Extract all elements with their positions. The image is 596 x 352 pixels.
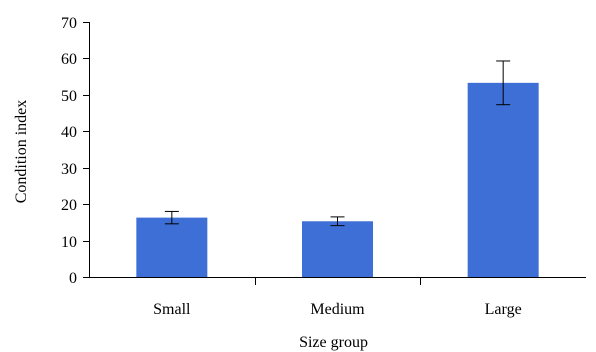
y-tick-label-30: 30 xyxy=(61,161,77,178)
bar-large xyxy=(467,82,539,277)
y-axis-ticks: 0 10 20 30 40 50 60 70 xyxy=(61,15,89,287)
error-bar-large xyxy=(496,60,511,106)
y-tick-label-10: 10 xyxy=(61,234,77,251)
y-axis-title: Condition index xyxy=(13,100,30,204)
x-axis-ticks: Small Medium Large xyxy=(153,277,522,318)
y-tick-label-0: 0 xyxy=(69,270,77,287)
bar-small xyxy=(136,217,208,277)
y-tick-label-70: 70 xyxy=(61,15,77,32)
y-tick-label-20: 20 xyxy=(61,197,77,214)
y-tick-label-40: 40 xyxy=(61,124,77,141)
x-tick-label-medium: Medium xyxy=(310,301,365,318)
x-tick-label-small: Small xyxy=(153,301,191,318)
x-axis-title: Size group xyxy=(299,334,368,351)
y-tick-label-60: 60 xyxy=(61,51,77,68)
x-tick-label-large: Large xyxy=(485,301,522,318)
bars-group xyxy=(136,82,539,277)
error-bars-group xyxy=(164,60,511,227)
error-bar-small xyxy=(164,210,179,225)
error-bar-medium xyxy=(330,216,345,227)
y-tick-label-50: 50 xyxy=(61,88,77,105)
bar-medium xyxy=(302,221,373,277)
